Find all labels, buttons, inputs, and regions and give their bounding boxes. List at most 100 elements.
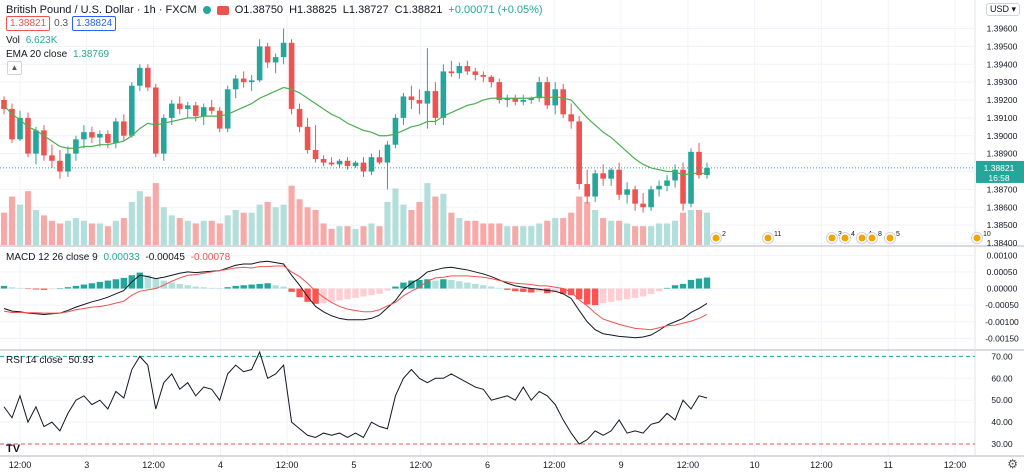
candle-body[interactable] [256,46,263,81]
candle-body[interactable] [472,71,479,75]
buy-button[interactable]: 1.38824 [72,16,117,31]
candle-body[interactable] [504,98,511,101]
candle-body[interactable] [376,157,383,163]
candle-body[interactable] [616,169,622,195]
candle-body[interactable] [192,105,199,117]
candle-body[interactable] [480,74,487,77]
candle-body[interactable] [664,180,670,186]
macd-signal-line[interactable] [3,265,708,331]
candle-body[interactable] [144,67,151,88]
volume-legend[interactable]: Vol 6.623K [6,35,57,46]
candle-body[interactable] [424,91,431,104]
sell-button[interactable]: 1.38821 [6,16,51,31]
candle-body[interactable] [360,162,367,172]
candle-body[interactable] [208,107,215,111]
candle-body[interactable] [392,117,399,145]
candle-body[interactable] [400,96,407,118]
candle-body[interactable] [592,173,598,197]
candle-body[interactable] [432,91,439,118]
macd-legend[interactable]: MACD 12 26 close 9 0.00033 -0.00045 -0.0… [6,252,230,263]
candle-body[interactable] [41,130,47,156]
candle-body[interactable] [160,117,167,154]
candle-body[interactable] [152,87,159,154]
candle-body[interactable] [656,185,662,190]
candle-body[interactable] [672,169,678,181]
candle-body[interactable] [280,42,287,58]
candle-body[interactable] [352,162,359,167]
candle-body[interactable] [320,158,327,163]
collapse-legend-button[interactable]: ▲ [7,61,22,75]
candle-body[interactable] [632,189,638,204]
candle-body[interactable] [89,132,95,138]
candle-body[interactable] [536,82,543,99]
candle-body[interactable] [9,108,15,140]
candle-body[interactable] [97,133,103,138]
candle-body[interactable] [240,78,247,83]
gear-icon[interactable]: ⚙ [1007,457,1018,471]
candle-body[interactable] [57,160,63,172]
candle-body[interactable] [544,82,551,106]
candle-body[interactable] [81,132,87,140]
candle-body[interactable] [552,89,559,106]
candle-body[interactable] [49,155,55,161]
candle-body[interactable] [560,89,567,115]
candle-body[interactable] [129,85,135,136]
candle-body[interactable] [232,78,239,90]
candle-body[interactable] [168,103,175,118]
candle-body[interactable] [384,144,391,163]
candle-body[interactable] [1,100,7,109]
candle-body[interactable] [113,121,119,143]
rsi-line[interactable] [3,350,708,445]
candle-body[interactable] [408,96,415,101]
candle-body[interactable] [584,184,590,197]
ema-legend[interactable]: EMA 20 close 1.38769 [6,49,109,60]
currency-selector[interactable]: USD ▾ [985,3,1020,16]
candle-body[interactable] [216,110,223,129]
candle-body[interactable] [704,167,710,176]
candle-body[interactable] [496,82,503,101]
candle-body[interactable] [184,105,191,109]
candle-body[interactable] [176,103,183,109]
candle-body[interactable] [464,66,471,72]
candle-body[interactable] [576,121,582,185]
candle-body[interactable] [528,98,535,101]
tradingview-logo[interactable]: TV [6,443,21,455]
candle-body[interactable] [624,189,630,195]
candle-body[interactable] [296,108,303,127]
candle-body[interactable] [440,71,447,118]
macd-line[interactable] [3,260,708,339]
candle-body[interactable] [73,139,79,154]
candle-body[interactable] [688,151,694,204]
candle-body[interactable] [200,107,207,117]
candle-body[interactable] [640,203,646,208]
candle-body[interactable] [65,153,71,172]
candle-body[interactable] [288,42,295,109]
candle-body[interactable] [304,126,311,151]
candle-body[interactable] [520,100,527,102]
candle-body[interactable] [33,130,39,154]
candle-body[interactable] [648,189,654,208]
candle-body[interactable] [448,71,455,74]
candle-body[interactable] [512,98,519,102]
candle-body[interactable] [608,169,614,179]
ema-line[interactable] [3,86,707,176]
symbol-title[interactable]: British Pound / U.S. Dollar · 1h · FXCM [6,4,197,16]
candle-body[interactable] [328,162,335,165]
candle-body[interactable] [137,67,143,86]
candle-body[interactable] [680,169,686,204]
candle-body[interactable] [600,173,606,179]
candle-body[interactable] [312,150,319,159]
candle-body[interactable] [25,117,31,154]
candle-body[interactable] [105,133,111,143]
candle-body[interactable] [568,114,574,122]
candle-body[interactable] [456,66,463,74]
candle-body[interactable] [488,76,495,83]
candle-body[interactable] [248,80,255,83]
candle-body[interactable] [696,151,702,176]
candle-body[interactable] [368,157,375,172]
candle-body[interactable] [17,117,23,140]
candle-body[interactable] [416,100,423,104]
candle-body[interactable] [344,160,351,167]
candle-body[interactable] [272,57,279,63]
